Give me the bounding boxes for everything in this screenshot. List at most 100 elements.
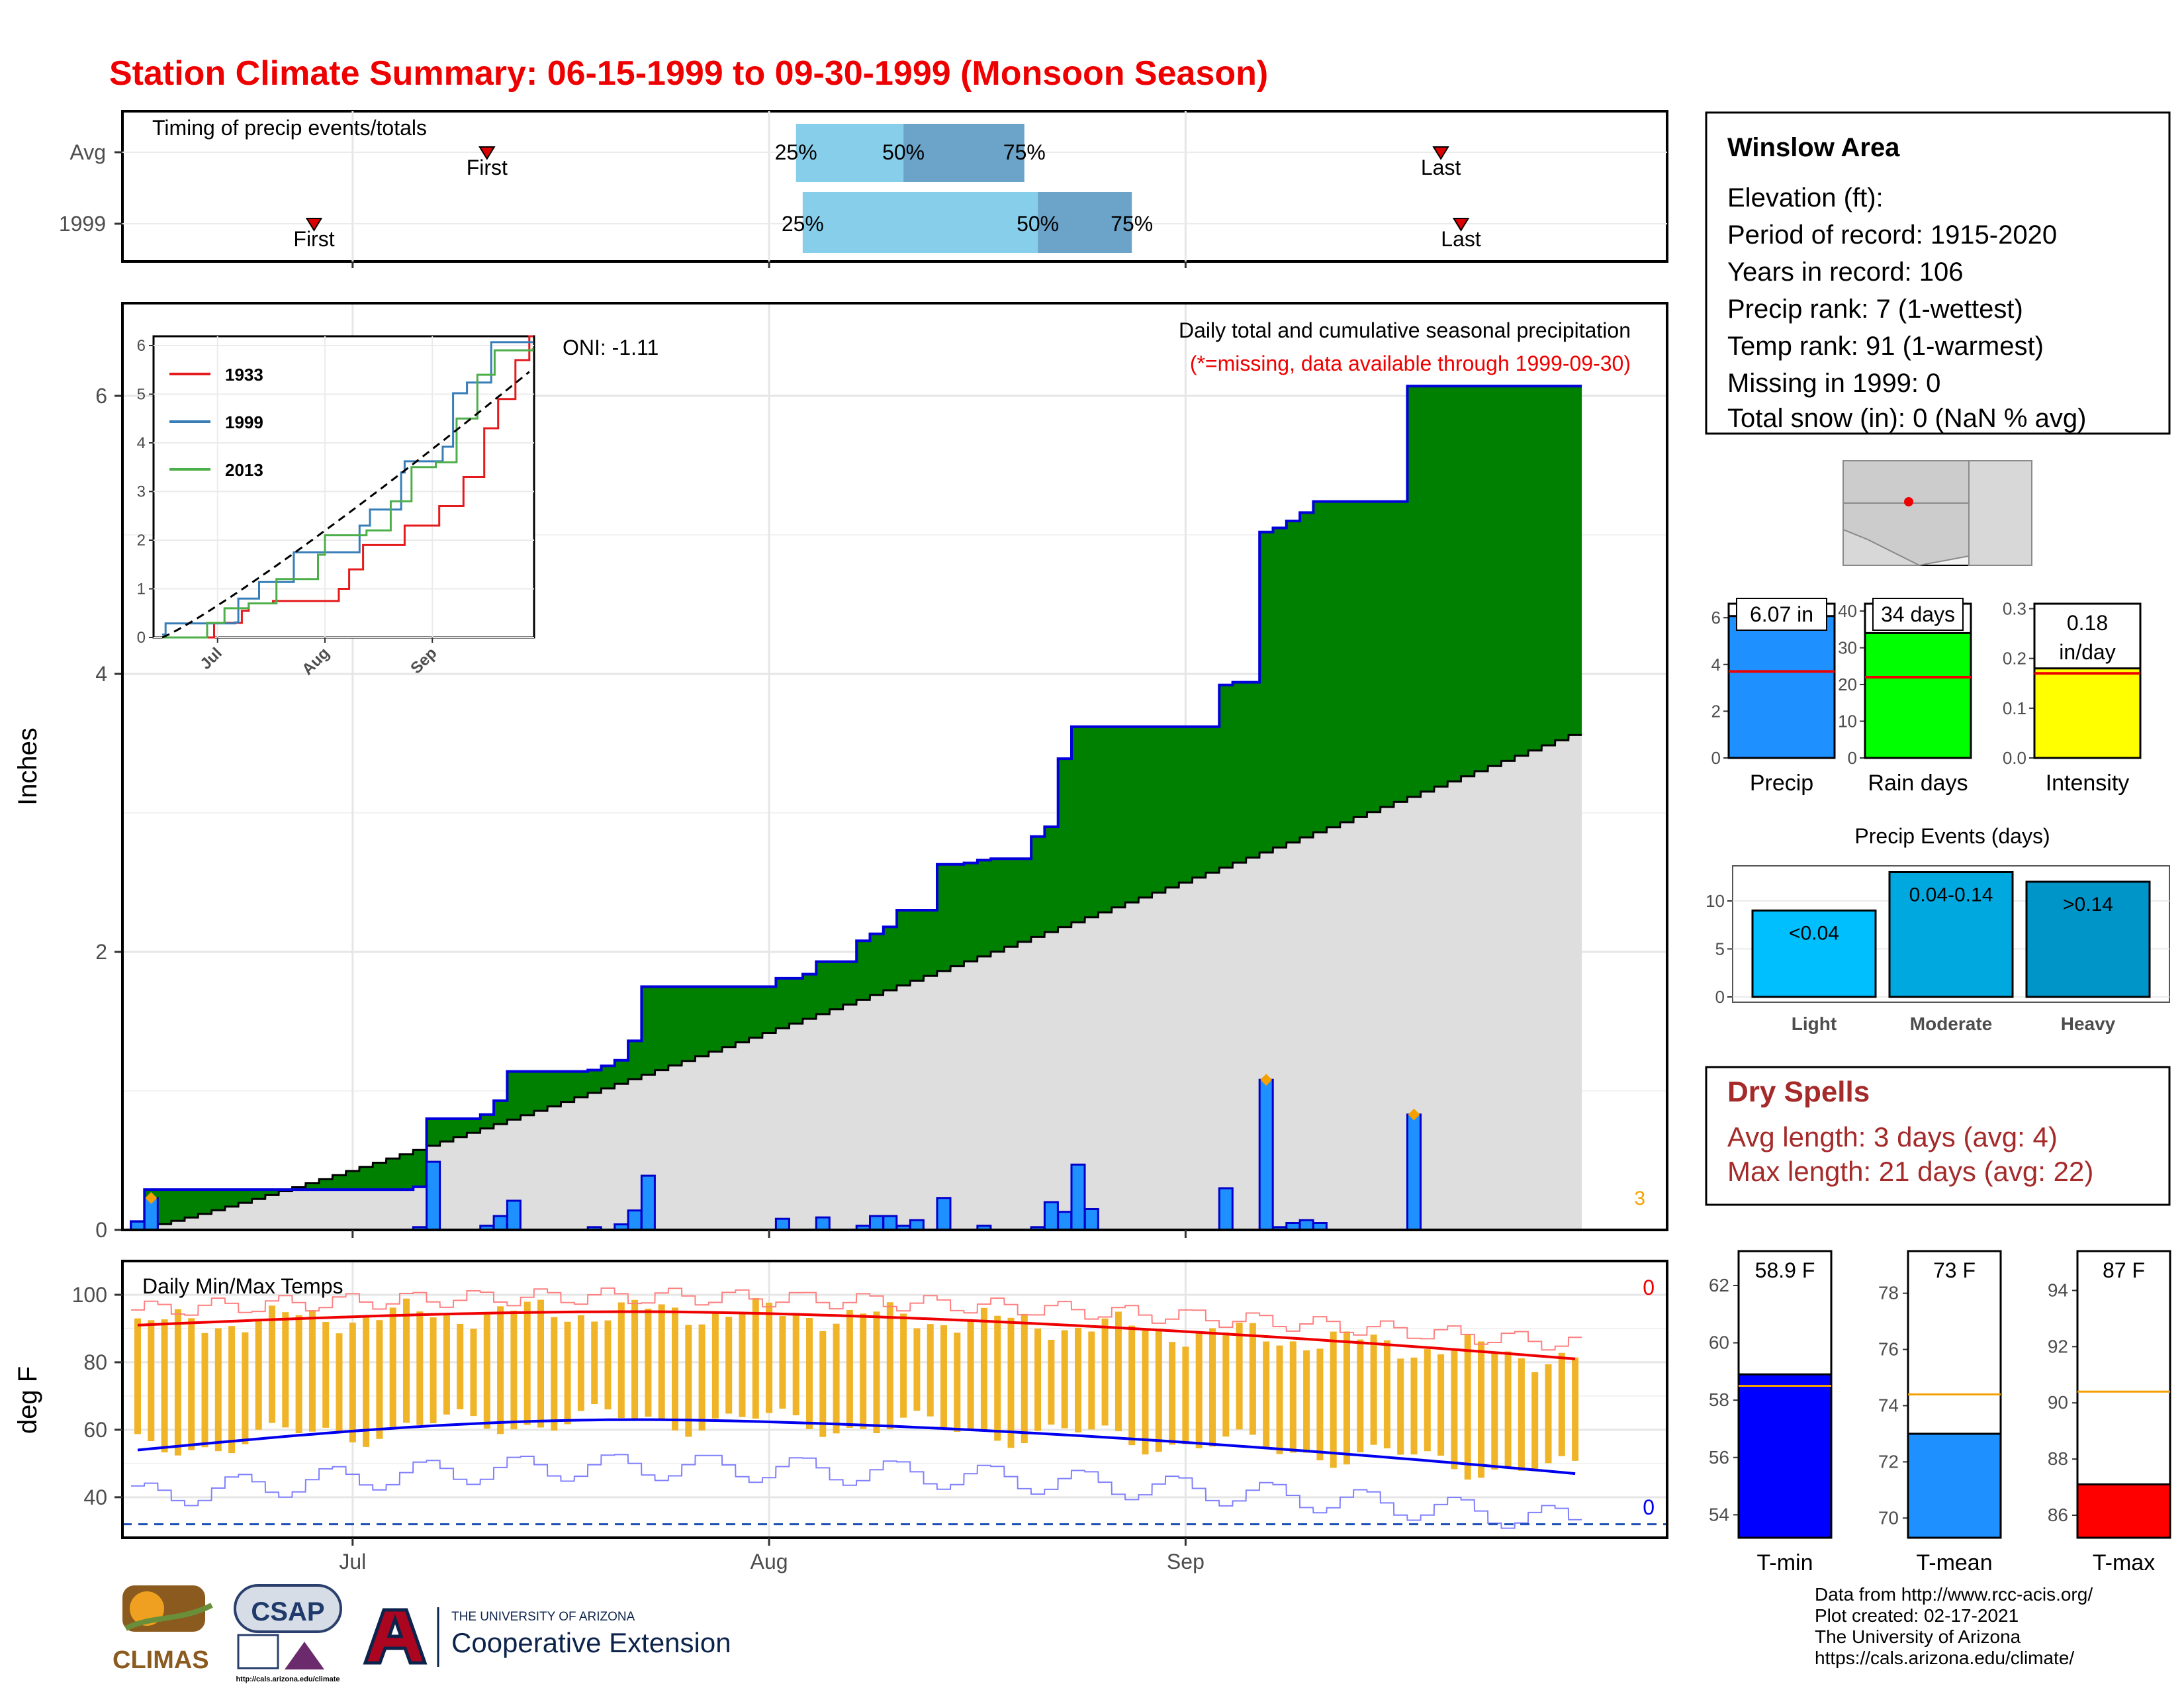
- temp-bar-value: 58.9 F: [1755, 1258, 1815, 1282]
- footer-line-url: https://cals.arizona.edu/climate/: [1815, 1648, 2074, 1668]
- summary-bar-label: Precip: [1750, 771, 1813, 796]
- temp-bar-label: T-mean: [1916, 1550, 1992, 1575]
- daily-temp-range-bar: [1330, 1331, 1337, 1468]
- daily-temp-range-bar: [1343, 1331, 1350, 1465]
- daily-temp-range-bar: [779, 1316, 786, 1409]
- daily-temp-range-bar: [457, 1323, 464, 1409]
- daily-temp-range-bar: [134, 1318, 141, 1434]
- station-info-box: Winslow Area Elevation (ft): Period of r…: [1705, 111, 2171, 435]
- timing-iqr-low: [802, 192, 1038, 253]
- temperature-min-count: 0: [1643, 1495, 1655, 1519]
- daily-temp-range-bar: [1222, 1332, 1230, 1437]
- timing-p75-label: 75%: [1111, 212, 1153, 236]
- daily-temp-range-bar: [833, 1323, 840, 1434]
- timing-p75-label: 75%: [1003, 140, 1046, 164]
- daily-temp-range-bar: [913, 1328, 921, 1411]
- temp-bar-y-tick-label: 86: [2048, 1505, 2068, 1525]
- summary-y-tick-label: 0.2: [2003, 649, 2026, 669]
- daily-precip-bar: [1070, 1163, 1086, 1231]
- daily-temp-range-bar: [1236, 1323, 1243, 1430]
- daily-temp-range-bar: [214, 1328, 222, 1452]
- temp-bar-y-tick-label: 60: [1709, 1333, 1729, 1353]
- daily-temp-range-bar: [1383, 1340, 1390, 1448]
- precip-events-title: Precip Events (days): [1854, 824, 2050, 848]
- y-tick-label: 4: [95, 662, 107, 686]
- timing-p25-label: 25%: [782, 212, 824, 236]
- daily-temp-range-bar: [295, 1315, 302, 1434]
- daily-temp-range-bar: [1572, 1357, 1579, 1461]
- daily-temp-range-bar: [1370, 1335, 1377, 1445]
- daily-temp-range-bar: [148, 1320, 155, 1442]
- daily-precip-bar: [1057, 1211, 1073, 1231]
- summary-bar-rain-days: 0 10 20 30 40 34 days Rain days: [1838, 598, 1972, 796]
- university-of-arizona-logo: THE UNIVERSITY OF ARIZONA Cooperative Ex…: [363, 1607, 731, 1667]
- y-tick-label: 0: [95, 1218, 107, 1242]
- daily-temp-range-bar: [322, 1322, 330, 1428]
- daily-temp-range-bar: [1249, 1323, 1256, 1435]
- temp-bar-fill: [2076, 1483, 2171, 1539]
- daily-temp-range-bar: [1061, 1330, 1068, 1429]
- timing-bars: 25% 50% 75% First Last 25% 50% 75% First Last: [114, 124, 1481, 253]
- daily-temp-range-bar: [1142, 1331, 1149, 1455]
- events-bar-label: >0.14: [2063, 894, 2113, 915]
- daily-temp-range-bar: [1101, 1318, 1109, 1426]
- daily-temp-range-bar: [1276, 1345, 1283, 1454]
- avg-min-temp-line: [137, 1418, 1576, 1476]
- temp-bar-label: T-max: [2093, 1550, 2155, 1575]
- daily-temp-range-bar: [752, 1297, 759, 1419]
- precip-missing-note: (*=missing, data available through 1999-…: [1190, 352, 1631, 375]
- precip-y-axis: 0 2 4 6: [95, 384, 122, 1242]
- inset-y-tick-label: 4: [137, 434, 146, 452]
- station-line-years: Years in record: 106: [1727, 258, 1964, 287]
- daily-temp-range-bar: [886, 1302, 893, 1430]
- page-title: Station Climate Summary: 06-15-1999 to 0…: [109, 54, 1268, 93]
- daily-max-marker: [145, 1192, 158, 1204]
- daily-temp-range-bar: [1410, 1357, 1418, 1455]
- daily-temp-range-bar: [389, 1307, 396, 1427]
- surplus-area: [131, 386, 1582, 1230]
- oni-label: ONI: -1.11: [563, 336, 659, 359]
- summary-y-tick-label: 20: [1838, 675, 1857, 694]
- daily-precip-bar: [492, 1215, 508, 1231]
- daily-temp-range-bar: [1357, 1339, 1364, 1453]
- station-line-period: Period of record: 1915-2020: [1727, 220, 2057, 250]
- daily-temp-range-bar: [363, 1317, 370, 1447]
- temperature-title: Daily Min/Max Temps: [142, 1274, 343, 1298]
- inset-line-2013: [162, 348, 534, 639]
- daily-temp-range-bar: [1075, 1327, 1081, 1432]
- daily-precip-bar: [1406, 1113, 1422, 1231]
- summary-y-tick-label: 0: [1848, 748, 1857, 768]
- climas-logo-swoosh: [124, 1603, 213, 1631]
- temperature-series: [122, 1287, 1667, 1529]
- daily-precip-bar: [1218, 1187, 1234, 1231]
- precip-panel: 0 2 4 6 Daily total and cumulative seasonal…: [13, 302, 1668, 1242]
- summary-y-tick-label: 0.0: [2003, 748, 2026, 768]
- csap-logo-url: http://cals.arizona.edu/climate: [236, 1675, 340, 1683]
- summary-y-tick-label: 0.3: [2003, 599, 2026, 619]
- summary-bar-intensity: 0.0 0.1 0.2 0.3 0.18 in/day Intensity: [2003, 599, 2142, 796]
- daily-temp-range-bar: [242, 1332, 249, 1444]
- daily-temp-range-bar: [523, 1301, 531, 1425]
- y-tick-label: 2: [95, 940, 107, 964]
- daily-temp-range-bar: [766, 1302, 773, 1413]
- daily-temp-range-bar: [430, 1317, 437, 1423]
- daily-temp-range-bar: [711, 1313, 719, 1419]
- csap-logo-mountain: [285, 1642, 324, 1669]
- daily-precip-bar: [627, 1209, 643, 1231]
- daily-temp-range-bar: [349, 1323, 356, 1443]
- inset-y-tick-label: 2: [137, 532, 146, 549]
- precip-panel-frame: [121, 302, 1668, 1231]
- summary-bar-fill: [2033, 667, 2142, 759]
- timing-row-label-1999: 1999: [59, 212, 106, 236]
- daily-temp-range-bar: [617, 1302, 625, 1419]
- daily-temp-range-bar: [940, 1325, 947, 1428]
- daily-max-marker: [1408, 1108, 1420, 1121]
- timing-last-label: Last: [1421, 156, 1461, 179]
- daily-precip-bar: [815, 1216, 831, 1231]
- footer-line-university: The University of Arizona: [1815, 1626, 2021, 1647]
- daily-precip-bar: [1298, 1219, 1314, 1231]
- summary-bar-label: Rain days: [1868, 771, 1968, 796]
- station-line-missing: Missing in 1999: 0: [1727, 369, 1940, 398]
- daily-temp-range-bar: [443, 1313, 450, 1415]
- temp-bar-t-max: 86 88 90 92 94 87 F T-max: [2048, 1250, 2171, 1575]
